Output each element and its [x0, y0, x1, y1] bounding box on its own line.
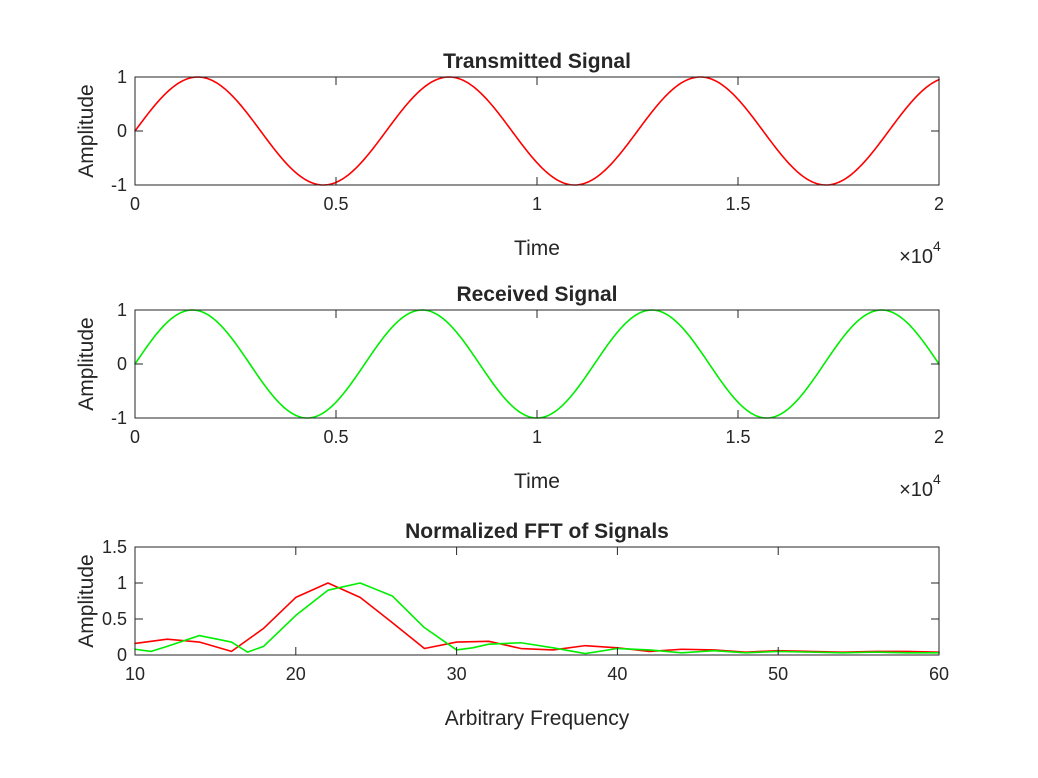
fft-chart-title: Normalized FFT of Signals: [405, 520, 669, 543]
fft-series-line-0: [134, 582, 940, 653]
fft-y-tick-label: 0.5: [102, 609, 127, 629]
fft-series-line-1: [134, 582, 940, 655]
received-x-exponent-label: ×10: [899, 479, 933, 501]
transmitted-x-tick-label: 0.5: [323, 194, 348, 214]
transmitted-x-axis-label: Time: [514, 237, 560, 260]
fft-y-tick-label: 1: [117, 573, 127, 593]
received-axes-box: [134, 309, 940, 419]
fft-x-tick-label: 20: [286, 664, 306, 684]
fft-x-tick-label: 10: [125, 664, 145, 684]
received-y-axis-label: Amplitude: [75, 317, 98, 410]
fft-y-tick-label: 0: [117, 645, 127, 665]
transmitted-x-tick-label: 1.5: [725, 194, 750, 214]
received-x-exponent-power: 4: [933, 471, 941, 487]
fft-x-axis-label: Arbitrary Frequency: [445, 707, 630, 730]
transmitted-y-axis-label: Amplitude: [75, 84, 98, 177]
received-x-tick-label: 0: [130, 427, 140, 447]
received-x-tick-label: 2: [934, 427, 944, 447]
received-x-tick-label: 1.5: [725, 427, 750, 447]
plot-normalized-fft: 10 20 30 40 50 60 0 0.5 1 1.5 Normalized FFT of Si…: [75, 520, 949, 730]
fft-x-tick-label: 30: [447, 664, 467, 684]
transmitted-y-tick-label: -1: [111, 175, 127, 195]
transmitted-x-exponent-power: 4: [933, 238, 941, 254]
received-x-axis-label: Time: [514, 470, 560, 493]
received-series-line-0: [134, 309, 940, 419]
transmitted-chart-title: Transmitted Signal: [443, 50, 631, 73]
transmitted-x-exponent-label: ×10: [899, 246, 933, 268]
fft-x-tick-label: 60: [929, 664, 949, 684]
transmitted-axes-box: [134, 76, 940, 186]
fft-x-tick-label: 50: [768, 664, 788, 684]
transmitted-x-tick-label: 0: [130, 194, 140, 214]
fft-y-tick-label: 1.5: [102, 537, 127, 557]
received-y-tick-label: 0: [117, 354, 127, 374]
received-x-tick-label: 1: [532, 427, 542, 447]
transmitted-x-tick-label: 2: [934, 194, 944, 214]
fft-y-axis-label: Amplitude: [75, 554, 98, 647]
fft-x-tick-label: 40: [607, 664, 627, 684]
transmitted-x-tick-label: 1: [532, 194, 542, 214]
received-y-tick-label: 1: [117, 300, 127, 320]
fft-axes-box: [134, 546, 940, 656]
transmitted-y-tick-label: 0: [117, 121, 127, 141]
transmitted-series-line-0: [134, 76, 940, 186]
transmitted-y-tick-label: 1: [117, 67, 127, 87]
received-y-tick-label: -1: [111, 408, 127, 428]
received-chart-title: Received Signal: [456, 283, 617, 306]
received-x-tick-label: 0.5: [323, 427, 348, 447]
